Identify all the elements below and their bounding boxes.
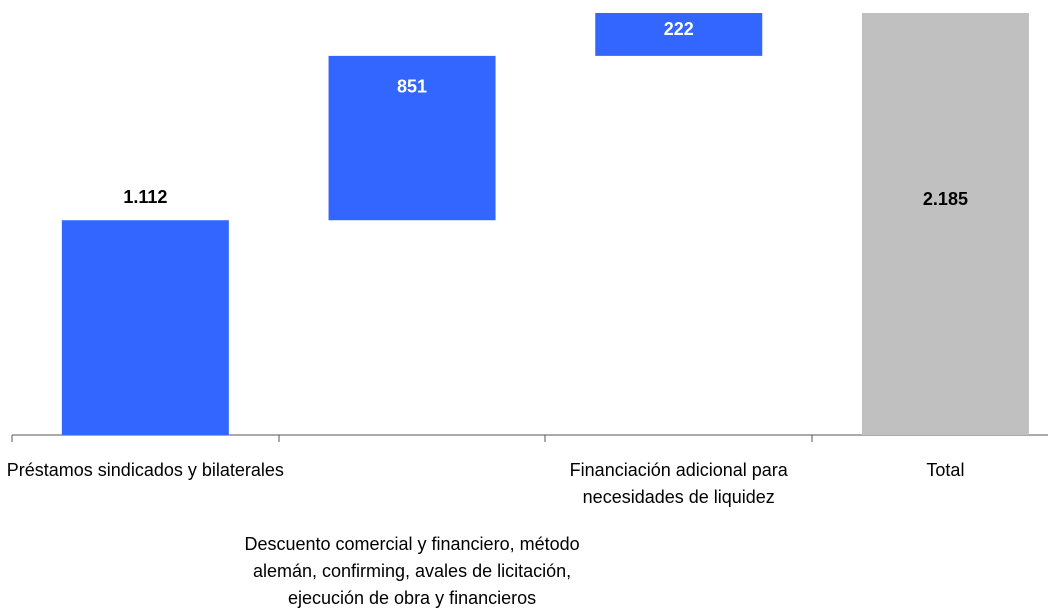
bar — [595, 13, 763, 56]
x-tick-label: Financiación adicional para necesidades … — [569, 460, 788, 507]
bar — [61, 220, 229, 435]
x-tick-label: Descuento comercial y financiero, método… — [244, 534, 580, 608]
value-label: 851 — [397, 77, 427, 97]
bar — [328, 55, 496, 221]
x-tick-label: Préstamos sindicados y bilaterales — [6, 460, 284, 480]
bar — [861, 13, 1029, 435]
value-label: 222 — [664, 19, 694, 39]
value-label: 1.112 — [123, 187, 167, 207]
value-label: 2.185 — [923, 189, 968, 209]
x-tick-label: Total — [926, 460, 965, 480]
